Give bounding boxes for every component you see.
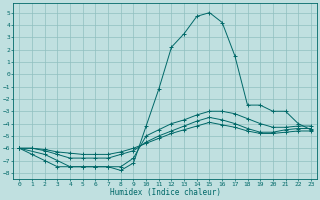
X-axis label: Humidex (Indice chaleur): Humidex (Indice chaleur) (110, 188, 220, 197)
